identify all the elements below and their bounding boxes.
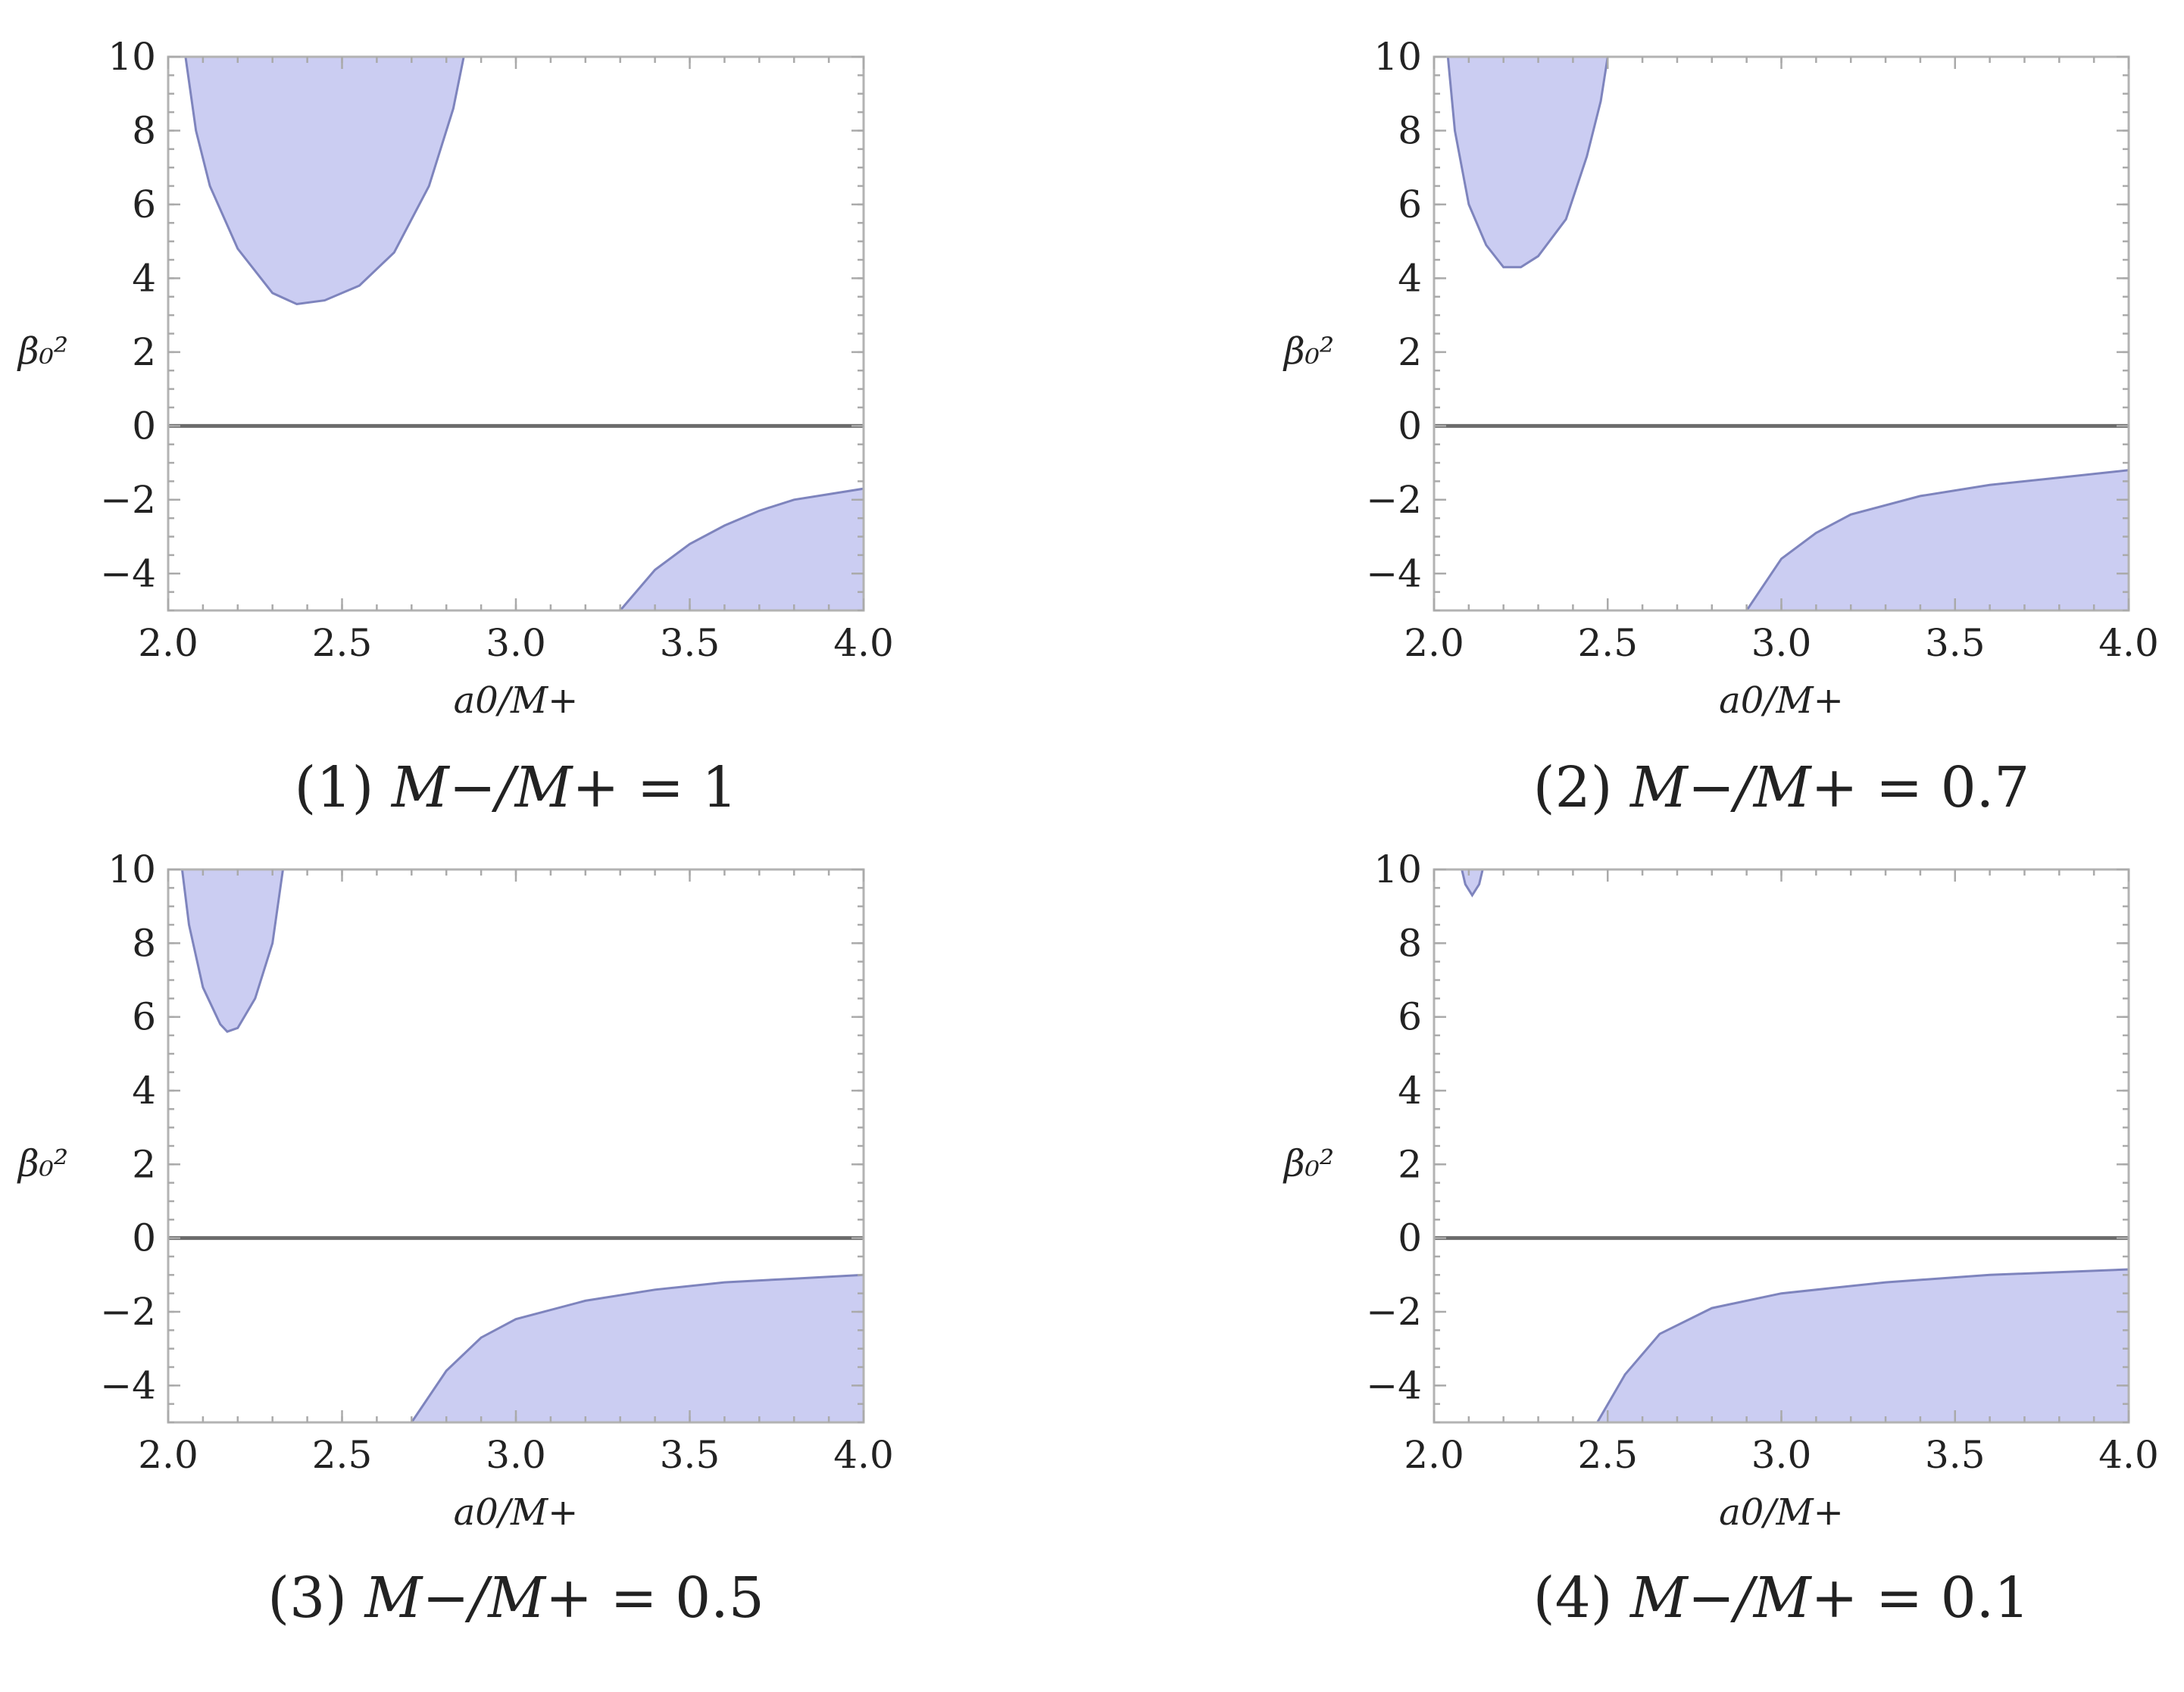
y-tick-label: −4 [100,1363,156,1407]
y-tick-label: 10 [108,848,156,891]
x-tick-label: 2.5 [1577,1433,1638,1477]
y-tick-label: 6 [1398,995,1422,1039]
x-tick-label: 2.0 [1404,621,1464,665]
x-tick-label: 2.0 [138,1433,198,1477]
region-upper [180,869,285,1033]
region-upper [1446,57,1609,269]
region-upper [1461,869,1484,898]
y-tick-label: 4 [1398,1069,1422,1113]
x-tick-label: 2.5 [312,1433,373,1477]
x-tick-label: 3.5 [660,621,720,665]
region-lower [1595,1268,2129,1422]
x-axis-label: a0/M+ [1719,1491,1844,1534]
x-tick-label: 4.0 [2098,1433,2159,1477]
y-tick-label: 2 [1398,330,1422,374]
y-axis-label: β₀² [17,330,68,373]
panel-caption: (2) M−/M+ = 0.7 [1533,755,2030,820]
x-tick-label: 2.5 [312,621,373,665]
x-axis-label: a0/M+ [454,679,579,722]
y-tick-label: 2 [132,1142,156,1186]
y-tick-label: 10 [1373,848,1422,891]
caption-ratio: M−/M+ [1629,1566,1876,1631]
x-tick-label: 2.0 [138,621,198,665]
y-tick-label: −2 [1366,1290,1422,1334]
y-tick-label: 4 [132,256,156,300]
x-tick-label: 2.0 [1404,1433,1464,1477]
y-tick-label: −2 [100,478,156,522]
y-tick-label: −2 [100,1290,156,1334]
y-tick-label: 8 [132,108,156,152]
caption-ratio: M−/M+ [364,1566,611,1631]
y-tick-label: −4 [1366,551,1422,595]
y-tick-label: 8 [132,921,156,965]
y-tick-label: −4 [100,551,156,595]
x-tick-label: 3.0 [486,1433,546,1477]
panel-caption: (4) M−/M+ = 0.1 [1533,1566,2030,1631]
y-tick-label: 0 [1398,404,1422,448]
x-axis-label: a0/M+ [1719,679,1844,722]
y-tick-label: 8 [1398,921,1422,965]
y-tick-label: 0 [1398,1216,1422,1260]
caption-value: = 1 [637,755,738,820]
x-tick-label: 3.5 [660,1433,720,1477]
x-tick-label: 3.5 [1925,621,1986,665]
y-tick-label: 6 [132,995,156,1039]
chart-panel-1: 2.0 2.5 3.0 3.5 4.0 10 8 6 4 2 0 −2 −4 a0/M+ β₀² (1) M−… [17,35,894,820]
y-tick-label: −2 [1366,478,1422,522]
x-tick-label: 4.0 [833,1433,894,1477]
caption-value: = 0.1 [1876,1566,2029,1631]
x-tick-label: 4.0 [2098,621,2159,665]
y-tick-label: 2 [132,330,156,374]
y-tick-label: −4 [1366,1363,1422,1407]
caption-ratio: M−/M+ [1629,755,1876,820]
panel-caption: (3) M−/M+ = 0.5 [267,1566,764,1631]
panel-caption: (1) M−/M+ = 1 [295,755,738,820]
y-tick-label: 8 [1398,108,1422,152]
y-axis-label: β₀² [1283,1142,1334,1185]
y-tick-label: 4 [132,1069,156,1113]
caption-ratio: M−/M+ [390,755,637,820]
y-tick-label: 2 [1398,1142,1422,1186]
caption-index: (3) [267,1566,364,1631]
region-upper [184,57,465,306]
y-axis-label: β₀² [1283,330,1334,373]
y-tick-label: 10 [108,35,156,79]
x-tick-label: 2.5 [1577,621,1638,665]
x-axis-label: a0/M+ [454,1491,579,1534]
caption-index: (4) [1533,1566,1630,1631]
y-tick-label: 0 [132,404,156,448]
chart-panel-2: 2.0 2.5 3.0 3.5 4.0 10 8 6 4 2 0 −2 −4 a0/M+ β₀² (2) M−… [1283,35,2159,820]
region-lower [410,1273,864,1422]
x-tick-label: 3.0 [486,621,546,665]
caption-value: = 0.5 [611,1566,764,1631]
y-tick-label: 0 [132,1216,156,1260]
caption-index: (2) [1533,755,1630,820]
chart-panel-4: 2.0 2.5 3.0 3.5 4.0 10 8 6 4 2 0 −2 −4 a0/M+ β₀² (4) M−… [1283,848,2159,1631]
region-lower [618,487,864,610]
caption-index: (1) [295,755,392,820]
x-tick-label: 3.0 [1751,621,1812,665]
y-tick-label: 6 [132,183,156,226]
x-tick-label: 3.5 [1925,1433,1986,1477]
chart-panel-3: 2.0 2.5 3.0 3.5 4.0 10 8 6 4 2 0 −2 −4 a0/M+ β₀² (3) M−… [17,848,894,1631]
y-tick-label: 6 [1398,183,1422,226]
x-tick-label: 4.0 [833,621,894,665]
x-tick-label: 3.0 [1751,1433,1812,1477]
caption-value: = 0.7 [1876,755,2029,820]
region-lower [1745,469,2129,610]
y-tick-label: 4 [1398,256,1422,300]
y-tick-label: 10 [1373,35,1422,79]
y-axis-label: β₀² [17,1142,68,1185]
